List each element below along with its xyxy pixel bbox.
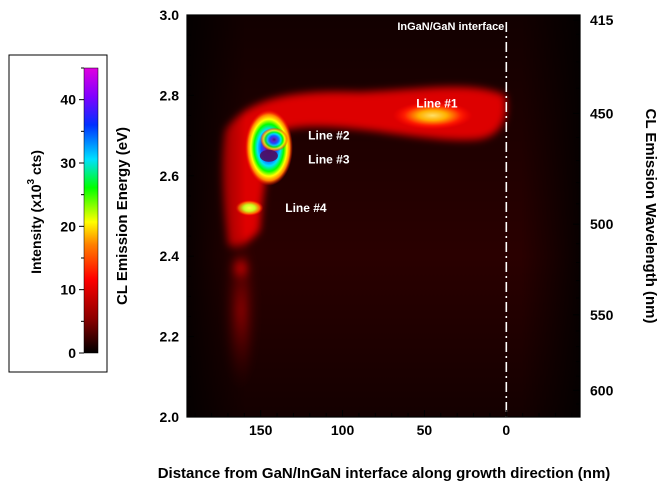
- y2-tick-label: 450: [590, 105, 614, 121]
- x-axis-label: Distance from GaN/InGaN interface along …: [158, 465, 611, 482]
- colorbar-tick-label: 10: [60, 282, 76, 298]
- edge-shading: [187, 15, 580, 417]
- y-tick-label: 2.2: [160, 329, 180, 345]
- colorbar-tick-label: 0: [68, 345, 76, 361]
- y2-axis-label: CL Emission Wavelength (nm): [642, 108, 657, 323]
- y2-tick-label: 600: [590, 382, 614, 398]
- annotation-label: Line #4: [285, 201, 327, 215]
- colorbar-label: Intensity (x103 cts): [26, 150, 44, 274]
- y-axis-label: CL Emission Energy (eV): [114, 127, 131, 305]
- annotation-label: Line #1: [416, 96, 458, 110]
- y2-tick-label: 550: [590, 307, 614, 323]
- x-tick-label: 50: [417, 422, 433, 438]
- annotation-layer: Line #1 Line #2 Line #3 Line #4: [285, 96, 458, 215]
- x-tick-label: 100: [331, 422, 355, 438]
- y-axis-ticks: 2.0 2.2 2.4 2.6 2.8 3.0: [160, 7, 194, 425]
- y-tick-label: 3.0: [160, 7, 180, 23]
- y-tick-label: 2.0: [160, 409, 180, 425]
- y-tick-label: 2.6: [160, 168, 180, 184]
- y2-tick-label: 415: [590, 12, 614, 28]
- colorbar-tick-label: 20: [60, 218, 76, 234]
- colorbar-tick-label: 30: [60, 155, 76, 171]
- y-tick-label: 2.8: [160, 87, 180, 103]
- colorbar-tick-label: 40: [60, 92, 76, 108]
- x-tick-label: 0: [502, 422, 510, 438]
- colorbar-ticks: 0 10 20 30 40: [60, 67, 84, 361]
- colorbar-gradient: [83, 67, 99, 354]
- x-axis-ticks: 150 100 50 0: [194, 410, 573, 438]
- y2-axis-ticks: 415 450 500 550 600: [573, 12, 614, 405]
- y2-tick-label: 500: [590, 216, 614, 232]
- interface-label: InGaN/GaN interface: [397, 21, 504, 33]
- annotation-label: Line #3: [308, 153, 350, 167]
- x-tick-label: 150: [249, 422, 273, 438]
- heatmap-area: [187, 15, 580, 417]
- annotation-label: Line #2: [308, 129, 350, 143]
- y-tick-label: 2.4: [160, 248, 180, 264]
